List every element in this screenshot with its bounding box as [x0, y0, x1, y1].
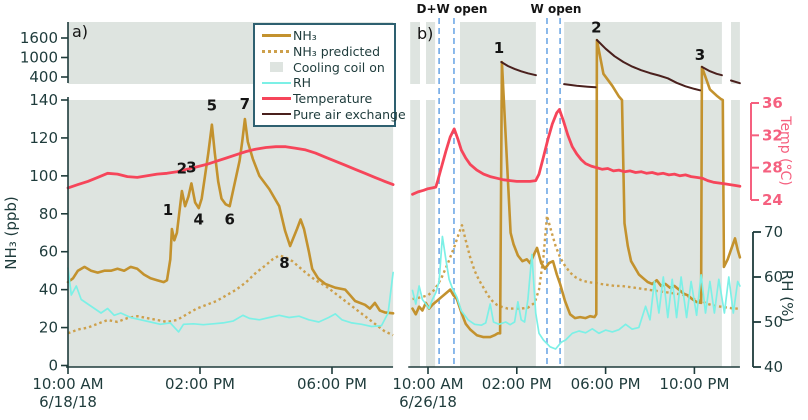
cooling-coil-bands [410, 22, 740, 367]
rh-tick-label: 40 [764, 358, 783, 376]
x-tick-label: 02:00 PM [165, 375, 235, 393]
nh3-tick-label: 1600 [20, 29, 58, 47]
legend-item-nh3-predicted: NH₃ predicted [260, 44, 392, 60]
peak-label-8: 8 [279, 254, 289, 272]
x-tick-label: 02:00 PM [482, 375, 552, 393]
x-tick-label: 06:00 PM [571, 375, 641, 393]
peak-label-5: 5 [207, 97, 217, 115]
event-marker [438, 18, 455, 367]
legend: NH₃ NH₃ predicted Cooling coil on RH Tem… [253, 23, 406, 128]
peak-label-7: 7 [240, 95, 250, 113]
series-nh3 [411, 38, 742, 339]
nh3-tick-label: 140 [29, 91, 58, 109]
series-temperature [411, 108, 742, 196]
nh3-predicted-dotted-swatch [260, 50, 293, 54]
cooling-coil-swatch [260, 62, 293, 73]
rh-tick-label: 70 [764, 223, 783, 241]
temp-tick-label: 28 [762, 159, 783, 177]
x-axis-a: 10:00 AM6/18/18 02:00 PM 06:00 PM [32, 366, 394, 411]
temp-axis: 24 28 32 36 [750, 94, 783, 209]
series-nh3-predicted [67, 254, 394, 337]
panel-a-tag: a) [72, 22, 89, 41]
nh3-tick-label: 120 [29, 129, 58, 147]
legend-item-temperature: Temperature [260, 91, 392, 107]
x-tick-label: 10:00 PM [659, 375, 729, 393]
peak-label-3: 3 [186, 158, 196, 176]
x-tick-date-label: 6/26/18 [399, 393, 457, 411]
series-temperature [66, 145, 395, 190]
nh3-tick-label: 400 [29, 68, 58, 86]
nh3-line-swatch [260, 34, 293, 38]
rh-axis: 40 50 60 70 [752, 223, 783, 376]
nh3-tick-label: 100 [29, 167, 58, 185]
x-tick-label: 10:00 AM [32, 375, 103, 393]
peak-label-2: 2 [177, 159, 187, 177]
series-pure-air-exchange [500, 39, 741, 92]
event-marker [546, 18, 561, 367]
nh3-tick-label: 0 [48, 357, 58, 375]
nh3-tick-label: 40 [39, 281, 58, 299]
temperature-line-swatch [260, 97, 293, 101]
series-rh [67, 267, 394, 333]
peak-label-2: 2 [591, 18, 601, 36]
legend-item-cooling-coil: Cooling coil on [260, 59, 392, 75]
peak-label-4: 4 [193, 211, 203, 229]
x-tick-label: 10:00 AM [392, 375, 463, 393]
event-label-w-open: W open [530, 2, 582, 16]
rh-tick-label: 50 [764, 313, 783, 331]
peak-label-3: 3 [695, 46, 705, 64]
temp-tick-label: 32 [762, 126, 783, 144]
series-nh3 [66, 117, 395, 315]
temp-tick-label: 36 [762, 94, 783, 112]
rh-tick-label: 60 [764, 268, 783, 286]
nh3-tick-label: 80 [39, 205, 58, 223]
peak-label-1: 1 [163, 201, 173, 219]
x-tick-date-label: 6/18/18 [39, 393, 97, 411]
nh3-tick-label: 60 [39, 243, 58, 261]
nh3-tick-label: 20 [39, 319, 58, 337]
event-label-dw-open: D+W open [416, 2, 488, 16]
x-tick-label: 06:00 PM [297, 375, 367, 393]
legend-item-pure-air: Pure air exchange [260, 106, 406, 122]
peak-annotations: 1 2 3 [494, 18, 705, 64]
pure-air-line-swatch [260, 113, 293, 116]
legend-item-rh: RH [260, 75, 392, 91]
legend-item-nh3: NH₃ [260, 28, 392, 44]
rh-line-swatch [260, 81, 293, 84]
nh3-tick-label: 1000 [20, 49, 58, 67]
series-rh [411, 235, 741, 350]
peak-label-6: 6 [224, 211, 234, 229]
temp-tick-label: 24 [762, 191, 783, 209]
panel-b-tag: b) [417, 24, 434, 43]
x-axis-b: 10:00 AM6/26/18 02:00 PM 06:00 PM 10:00 PM [392, 366, 740, 411]
peak-label-1: 1 [494, 39, 504, 57]
